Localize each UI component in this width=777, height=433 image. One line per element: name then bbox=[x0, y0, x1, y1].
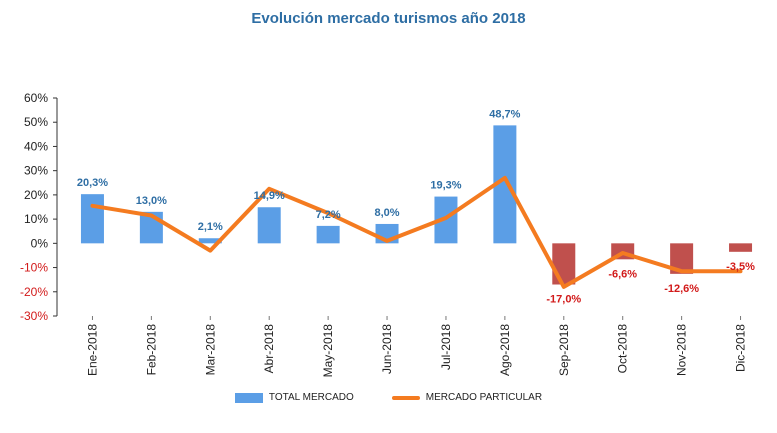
data-label: 13,0% bbox=[136, 195, 167, 207]
legend-swatch-total bbox=[234, 392, 263, 403]
bar-total-mercado bbox=[80, 194, 104, 244]
y-tick-label: 40% bbox=[24, 139, 48, 153]
y-tick-label: 10% bbox=[24, 212, 48, 226]
y-tick-label: -30% bbox=[20, 309, 48, 323]
x-category-label: Oct-2018 bbox=[616, 324, 630, 374]
line-mercado-particular bbox=[90, 175, 743, 289]
chart-legend: TOTAL MERCADO MERCADO PARTICULAR bbox=[0, 392, 777, 403]
bar-total-mercado bbox=[670, 243, 694, 274]
x-category-label: Abr-2018 bbox=[262, 324, 276, 374]
data-label: 7,2% bbox=[316, 209, 341, 221]
legend-label-total: TOTAL MERCADO bbox=[268, 392, 354, 403]
y-tick-label: 30% bbox=[24, 164, 48, 178]
x-category-label: Jun-2018 bbox=[380, 324, 394, 374]
data-label: -3,5% bbox=[726, 261, 755, 273]
bar-total-mercado bbox=[729, 243, 753, 252]
data-label: 2,1% bbox=[198, 221, 223, 233]
x-category-label: Sep-2018 bbox=[557, 324, 571, 376]
legend-swatch-particular bbox=[391, 395, 420, 400]
y-tick-label: 50% bbox=[24, 115, 48, 129]
x-category-label: May-2018 bbox=[321, 324, 335, 378]
bar-total-mercado bbox=[257, 207, 281, 244]
data-label: 48,7% bbox=[489, 108, 520, 120]
data-label: -6,6% bbox=[608, 268, 637, 280]
x-category-label: Ago-2018 bbox=[498, 324, 512, 376]
legend-label-particular: MERCADO PARTICULAR bbox=[425, 392, 543, 403]
legend-item-particular: MERCADO PARTICULAR bbox=[391, 392, 543, 403]
bar-total-mercado bbox=[316, 225, 340, 244]
data-label: -12,6% bbox=[664, 283, 699, 295]
x-category-label: Mar-2018 bbox=[203, 324, 217, 376]
x-category-label: Feb-2018 bbox=[144, 324, 158, 376]
bar-total-mercado bbox=[552, 243, 576, 285]
bar-total-mercado bbox=[493, 125, 517, 244]
data-label: 8,0% bbox=[375, 207, 400, 219]
data-label: -17,0% bbox=[546, 294, 581, 306]
y-tick-label: 0% bbox=[31, 236, 49, 250]
x-category-label: Jul-2018 bbox=[439, 324, 453, 370]
y-tick-label: -10% bbox=[20, 261, 48, 275]
x-category-label: Dic-2018 bbox=[734, 324, 748, 372]
y-tick-label: 20% bbox=[24, 188, 48, 202]
legend-item-total: TOTAL MERCADO bbox=[234, 392, 354, 403]
bar-total-mercado bbox=[198, 238, 222, 244]
y-tick-label: 60% bbox=[24, 91, 48, 105]
y-tick-label: -20% bbox=[20, 285, 48, 299]
x-category-label: Nov-2018 bbox=[675, 324, 689, 376]
data-label: 14,9% bbox=[254, 190, 285, 202]
data-label: 19,3% bbox=[430, 180, 461, 192]
data-label: 20,3% bbox=[77, 177, 108, 189]
chart-title: Evolución mercado turismos año 2018 bbox=[251, 10, 526, 27]
x-category-label: Ene-2018 bbox=[85, 324, 99, 376]
